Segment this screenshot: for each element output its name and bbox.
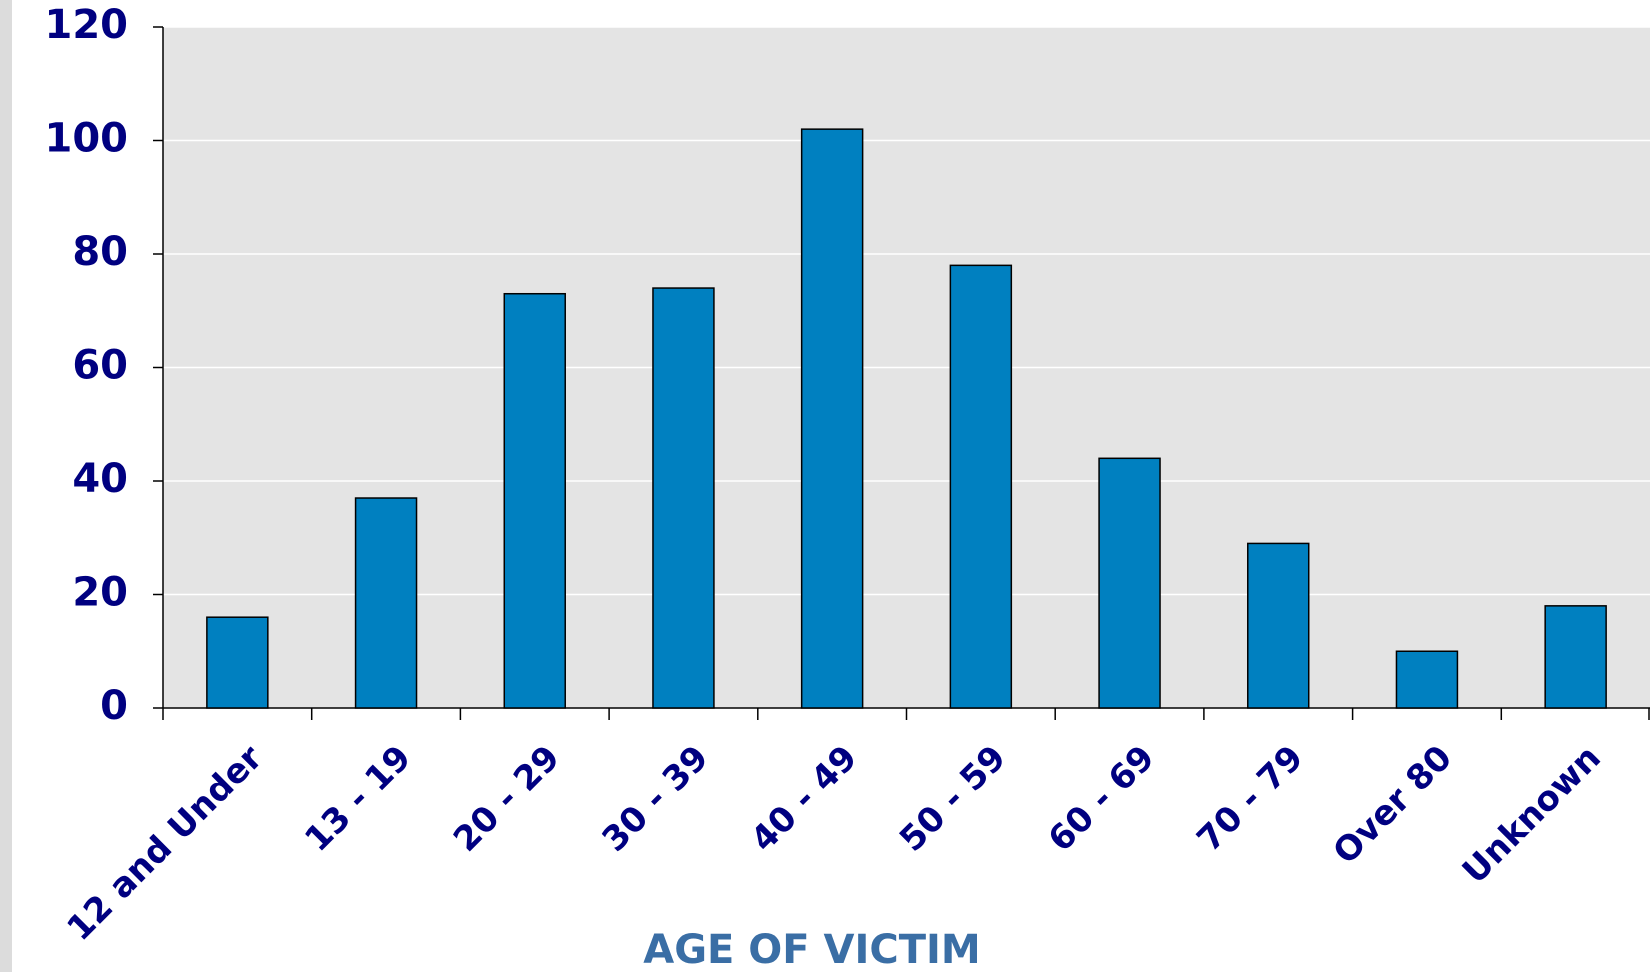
x-tick-label: 20 - 29	[446, 738, 568, 860]
bar	[1247, 542, 1310, 709]
x-tick-label: 60 - 69	[1041, 738, 1163, 860]
x-tick-label: 30 - 39	[595, 738, 717, 860]
bar	[354, 497, 418, 709]
y-tick-label: 100	[45, 116, 129, 162]
x-tick-label: Over 80	[1326, 738, 1460, 872]
x-axis-label: AGE OF VICTIM	[643, 927, 980, 972]
x-tick-label: 12 and Under	[59, 738, 270, 949]
bar	[1395, 650, 1459, 709]
bar	[206, 616, 269, 709]
y-tick-label: 80	[72, 229, 128, 275]
x-tick-label: 40 - 49	[743, 738, 865, 860]
y-tick-label: 0	[100, 683, 128, 729]
side-strip	[0, 0, 12, 972]
y-tick-label: 20	[72, 570, 128, 616]
y-tick-label: 60	[72, 343, 128, 389]
y-tick-label: 40	[72, 456, 128, 502]
x-tick-label: 50 - 59	[892, 738, 1014, 860]
x-tick-label: 70 - 79	[1189, 738, 1311, 860]
bar	[800, 128, 864, 709]
x-tick-label: Unknown	[1455, 738, 1609, 892]
bar	[1098, 457, 1161, 709]
bar	[652, 287, 715, 709]
bar	[1544, 605, 1607, 709]
y-tick-label: 120	[45, 2, 129, 48]
bar	[949, 264, 1013, 709]
x-tick-label: 13 - 19	[297, 738, 419, 860]
bar	[503, 292, 566, 709]
